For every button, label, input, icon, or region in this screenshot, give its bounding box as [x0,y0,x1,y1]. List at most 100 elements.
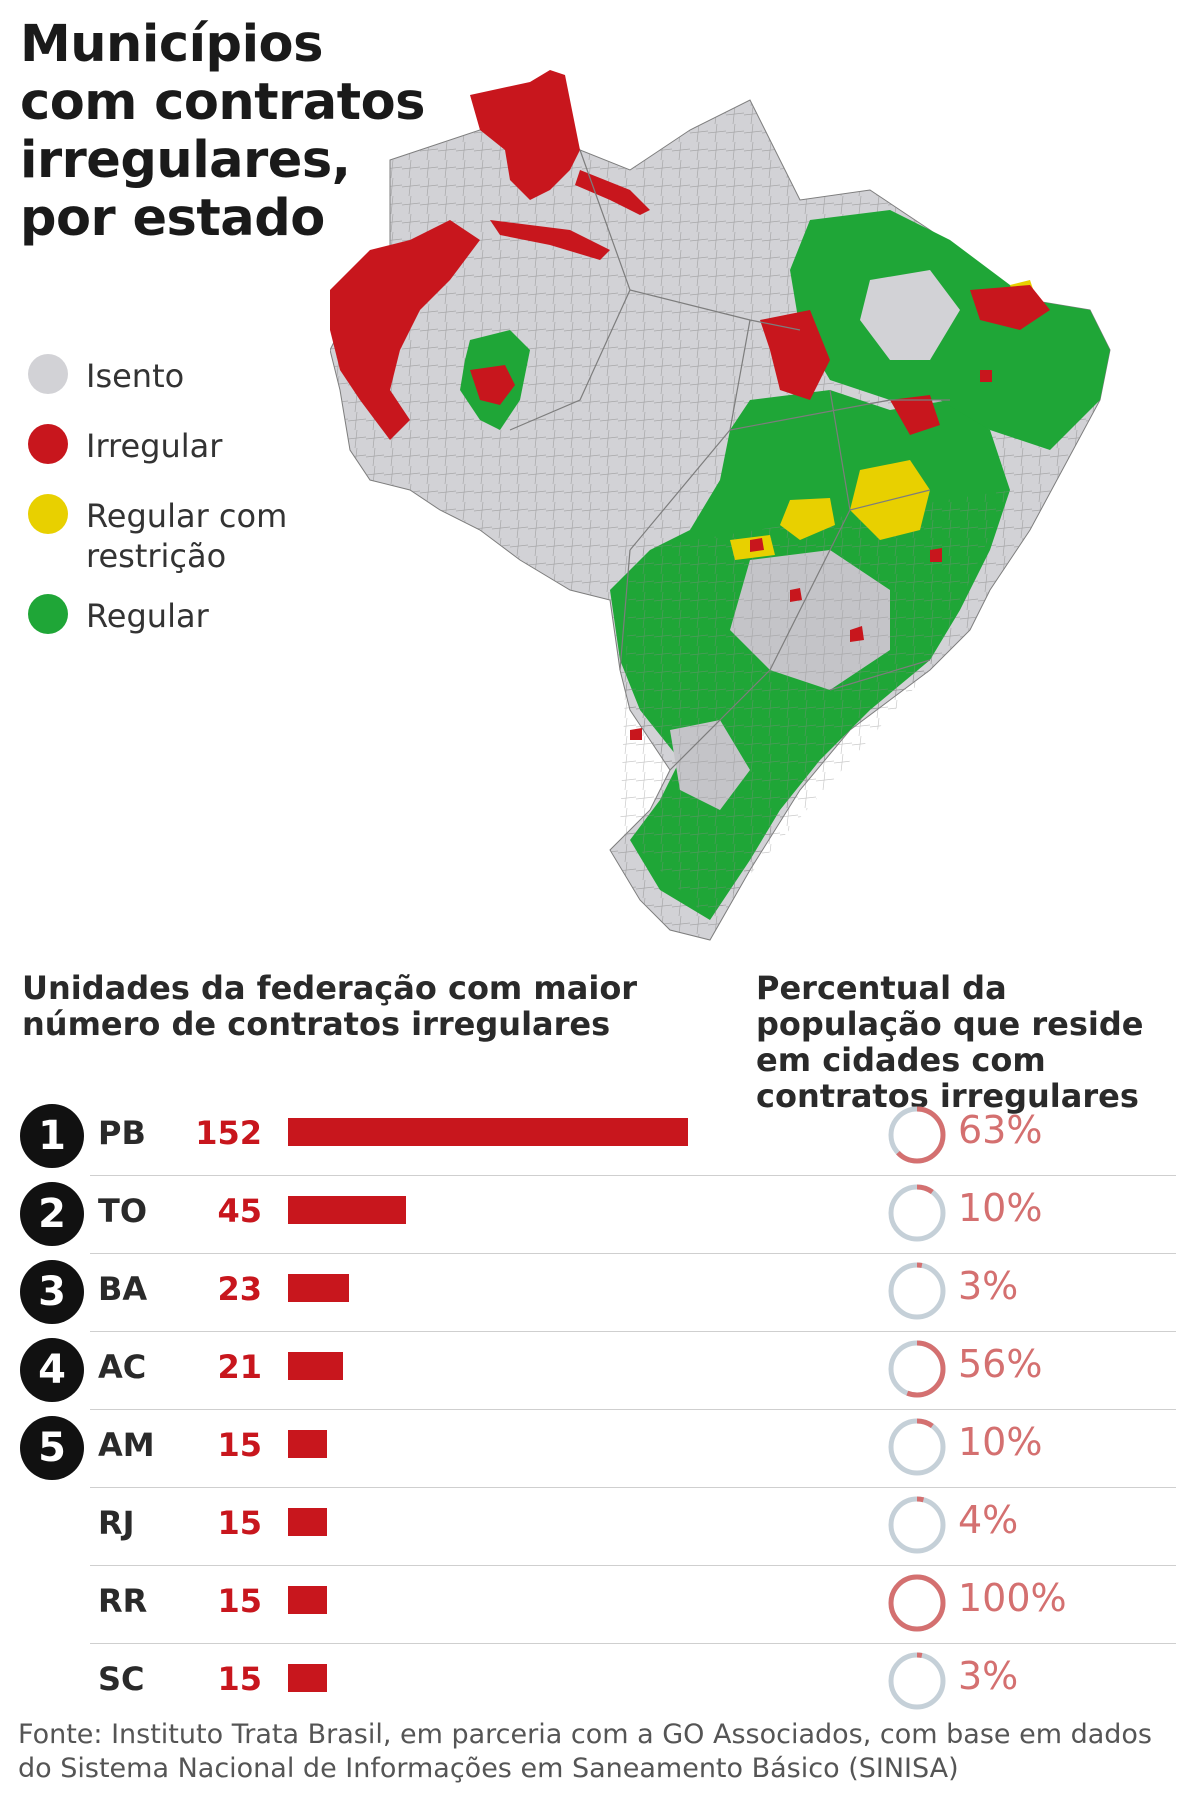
percent-label: 63% [958,1108,1043,1152]
row-divider [90,1175,1176,1176]
map-municipal-mesh-south [620,490,1010,920]
table-row: 5 AM 15 10% [0,1406,1200,1488]
map-region-irregular-amazonas-west [330,220,480,440]
ring-track [888,1184,946,1242]
bar-value-label: 21 [217,1348,262,1386]
bar-value-label: 15 [217,1426,262,1464]
rank-badge: 1 [20,1104,84,1168]
legend-item-irregular: Irregular [28,420,328,490]
state-label: TO [98,1192,148,1230]
state-label: RR [98,1582,148,1620]
legend-dot-regular-com-restricao [28,494,68,534]
row-divider [90,1253,1176,1254]
map-region-irregular-roraima [470,70,580,200]
bar-value-label: 15 [217,1582,262,1620]
map-region-regular-northeast [790,210,1110,450]
state-label: PB [98,1114,146,1152]
ring-track [888,1496,946,1554]
map-region-irregular-bahia [890,395,940,435]
bar-mark [288,1586,328,1614]
percent-label: 4% [958,1498,1019,1542]
ring-mark [888,1262,946,1320]
legend-item-isento: Isento [28,350,328,420]
bar-mark [288,1274,349,1302]
row-divider [90,1487,1176,1488]
bar-mark [288,1430,328,1458]
bar-mark [288,1352,344,1380]
table-row: 3 BA 23 3% [0,1250,1200,1332]
bar-mark [288,1118,688,1146]
bar-mark [288,1664,328,1692]
legend-item-regular: Regular [28,590,328,660]
bar-mark [288,1508,328,1536]
bar-chart-subtitle: Unidades da federação com maior número d… [22,969,638,1043]
rank-badge: 5 [20,1416,84,1480]
percent-label: 56% [958,1342,1043,1386]
legend-label: Regular com restrição [86,497,288,575]
percent-label: 100% [958,1576,1067,1620]
map-region-irregular-amazonas-band1 [490,220,610,260]
bar-value-label: 15 [217,1504,262,1542]
state-label: SC [98,1660,145,1698]
map-region-isento-bahia [860,270,960,360]
bar-value-label: 152 [195,1114,262,1152]
bar-mark [288,1196,407,1224]
row-divider [90,1643,1176,1644]
table-row: 2 TO 45 10% [0,1172,1200,1254]
map-region-irregular-amazonas-band2 [575,170,650,215]
ring-mark [888,1106,946,1164]
rank-badge: 2 [20,1182,84,1246]
map-region-irregular-tocantins [760,310,830,400]
legend: Isento Irregular Regular com restrição R… [28,350,328,660]
map-region-irregular-paraiba [970,285,1050,330]
state-label: BA [98,1270,148,1308]
ring-track [888,1652,946,1710]
percent-label: 3% [958,1654,1019,1698]
map-state-borders [509,149,950,771]
table-row: SC 15 3% [0,1640,1200,1722]
ring-value-arc [888,1418,946,1476]
legend-dot-isento [28,354,68,394]
legend-label: Isento [86,357,185,395]
bar-value-label: 23 [217,1270,262,1308]
legend-label: Regular [86,597,209,635]
ring-value-arc [888,1652,946,1710]
map-region-restricao-goias [780,498,835,540]
legend-dot-irregular [28,424,68,464]
map-region-irregular-acre [470,365,515,405]
ring-value-arc [888,1340,946,1398]
ring-value-arc [888,1184,946,1242]
ring-value-arc [888,1106,946,1164]
ring-mark [888,1574,946,1632]
table-row: RR 15 100% [0,1562,1200,1644]
ring-mark [888,1652,946,1710]
rank-badge: 4 [20,1338,84,1402]
table-row: 1 PB 152 63% [0,1094,1200,1176]
source-note: Fonte: Instituto Trata Brasil, em parcer… [18,1719,1152,1784]
ring-value-arc [888,1496,946,1554]
brazil-map [330,70,1111,941]
ring-mark [888,1496,946,1554]
bar-value-label: 45 [217,1192,262,1230]
ring-track [888,1418,946,1476]
ring-mark [888,1184,946,1242]
state-label: AM [98,1426,155,1464]
percent-label: 3% [958,1264,1019,1308]
legend-item-regular-com-restricao: Regular com restrição [28,490,328,590]
bar-value-label: 15 [217,1660,262,1698]
ring-mark [888,1340,946,1398]
row-divider [90,1331,1176,1332]
row-divider [90,1409,1176,1410]
state-label: AC [98,1348,147,1386]
table-row: RJ 15 4% [0,1484,1200,1566]
percent-label: 10% [958,1420,1043,1464]
ring-value-arc [888,1262,946,1320]
row-divider [90,1565,1176,1566]
percent-label: 10% [958,1186,1043,1230]
legend-label: Irregular [86,427,223,465]
table-row: 4 AC 21 56% [0,1328,1200,1410]
rank-badge: 3 [20,1260,84,1324]
ring-track [888,1262,946,1320]
ring-value-arc [888,1574,946,1632]
ring-mark [888,1418,946,1476]
